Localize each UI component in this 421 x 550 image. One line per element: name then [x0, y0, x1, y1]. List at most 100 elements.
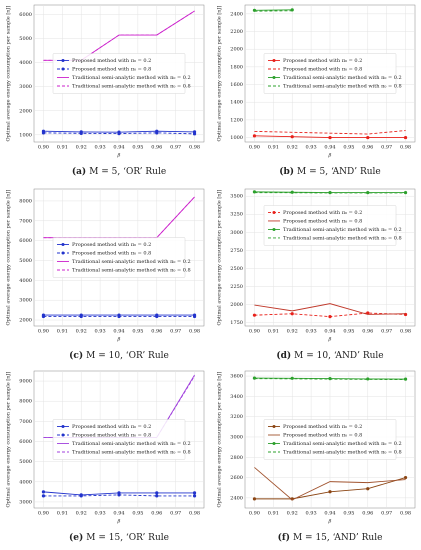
x-tick-label: 0.92	[76, 145, 87, 151]
legend-label: Proposed method with π₀ = 0.8	[72, 67, 151, 73]
y-tick-label: 6000	[19, 12, 32, 18]
caption: (f) M = 15, ‘AND’ Rule	[278, 532, 383, 543]
x-tick-label: 0.92	[76, 511, 87, 517]
data-point	[155, 131, 159, 135]
legend-label: Proposed method with π₀ = 0.8	[72, 251, 151, 257]
y-axis-label: Optimal average energy consumption per s…	[217, 189, 223, 325]
caption-text: M = 5, ‘OR’ Rule	[89, 166, 166, 177]
legend-label: Proposed method with π₀ = 0.2	[72, 58, 151, 64]
x-tick-label: 0.90	[38, 329, 49, 335]
x-tick-label: 0.94	[324, 145, 335, 151]
y-tick-label: 3000	[19, 298, 32, 304]
legend-marker	[272, 442, 276, 445]
legend-box	[263, 205, 397, 246]
x-tick-label: 0.97	[170, 329, 181, 335]
y-tick-label: 3250	[230, 212, 243, 218]
legend-label: Proposed method with π₀ = 0.2	[72, 242, 151, 248]
legend-box	[52, 53, 186, 94]
caption: (b) M = 5, ‘AND’ Rule	[279, 166, 381, 177]
caption-text: M = 5, ‘AND’ Rule	[297, 166, 381, 177]
y-tick-label: 2000	[19, 108, 32, 114]
series-line	[254, 303, 406, 315]
x-tick-label: 0.96	[151, 511, 162, 517]
legend-marker	[61, 59, 65, 62]
caption: (c) M = 10, ‘OR’ Rule	[69, 350, 169, 361]
y-tick-label: 2400	[230, 495, 243, 501]
caption-text: M = 15, ‘OR’ Rule	[86, 532, 169, 543]
y-tick-label: 2800	[230, 455, 243, 461]
y-tick-label: 9000	[19, 379, 32, 385]
y-tick-label: 2600	[230, 475, 243, 481]
data-point	[252, 376, 257, 380]
legend-label: Proposed method with π₀ = 0.2	[283, 424, 362, 430]
y-tick-label: 3000	[230, 434, 243, 440]
data-point	[79, 494, 83, 498]
y-tick-label: 8000	[19, 399, 32, 405]
x-tick-label: 0.95	[132, 511, 143, 517]
y-tick-label: 4000	[19, 479, 32, 485]
legend-box	[52, 419, 186, 460]
legend-label: Proposed method with π₀ = 0.8	[72, 433, 151, 439]
legend-label: Proposed method with π₀ = 0.8	[283, 67, 362, 73]
caption-label: (b)	[279, 166, 294, 177]
y-tick-label: 5000	[19, 459, 32, 465]
data-point	[117, 131, 121, 136]
y-tick-label: 1400	[230, 100, 243, 106]
x-tick-label: 0.90	[249, 511, 260, 517]
data-point	[403, 475, 408, 480]
x-tick-label: 0.93	[95, 511, 106, 517]
y-tick-label: 2000	[230, 47, 243, 53]
x-tick-label: 0.96	[151, 329, 162, 335]
data-point	[290, 190, 294, 194]
y-tick-label: 1750	[230, 320, 243, 326]
data-point	[192, 314, 197, 319]
legend-label: Traditional semi-analytic method with π₀…	[72, 441, 191, 447]
series-line	[254, 130, 406, 135]
x-tick-label: 0.97	[170, 511, 181, 517]
x-tick-label: 0.95	[132, 145, 143, 151]
x-axis-label: β	[328, 337, 332, 343]
x-axis-label: β	[328, 519, 332, 525]
data-point	[328, 135, 332, 140]
y-tick-label: 3500	[230, 194, 243, 200]
y-axis-label: Optimal average energy consumption per s…	[217, 5, 223, 141]
x-tick-label: 0.93	[306, 511, 317, 517]
data-point	[403, 377, 408, 381]
x-tick-label: 0.90	[249, 145, 260, 151]
x-tick-label: 0.92	[76, 329, 87, 335]
caption-label: (a)	[72, 166, 86, 177]
data-point	[117, 314, 121, 319]
x-axis-label: β	[117, 337, 121, 343]
x-axis-label: β	[117, 153, 121, 159]
y-tick-label: 8000	[19, 198, 32, 204]
legend-marker	[272, 76, 276, 79]
data-point	[328, 315, 332, 319]
x-tick-label: 0.95	[132, 329, 143, 335]
y-tick-label: 2000	[19, 318, 32, 324]
y-tick-label: 7000	[19, 419, 32, 425]
legend-box	[52, 237, 186, 278]
legend-label: Traditional semi-analytic method with π₀…	[72, 259, 191, 265]
data-point	[79, 314, 83, 319]
legend-label: Traditional semi-analytic method with π₀…	[72, 84, 191, 90]
x-tick-label: 0.94	[324, 511, 335, 517]
legend-marker	[272, 59, 276, 62]
caption-text: M = 10, ‘AND’ Rule	[294, 350, 383, 361]
panel: 1000 1200 1400 1600 1800 2000 2200 2400 0.90 0.91…	[217, 4, 416, 177]
legend-marker	[272, 210, 276, 214]
data-point	[290, 135, 294, 139]
x-tick-label: 0.97	[381, 329, 392, 335]
caption: (a) M = 5, ‘OR’ Rule	[72, 166, 166, 177]
data-point	[252, 497, 257, 501]
y-tick-label: 6000	[19, 238, 32, 244]
data-point	[366, 135, 370, 140]
legend-box	[263, 419, 397, 460]
data-point	[41, 490, 46, 494]
legend-label: Traditional semi-analytic method with π₀…	[283, 235, 402, 241]
x-tick-label: 0.98	[400, 329, 411, 335]
x-tick-label: 0.98	[189, 145, 200, 151]
y-axis-label: Optimal average energy consumption per s…	[217, 371, 223, 507]
x-tick-label: 0.96	[362, 145, 373, 151]
y-tick-label: 3000	[230, 230, 243, 236]
